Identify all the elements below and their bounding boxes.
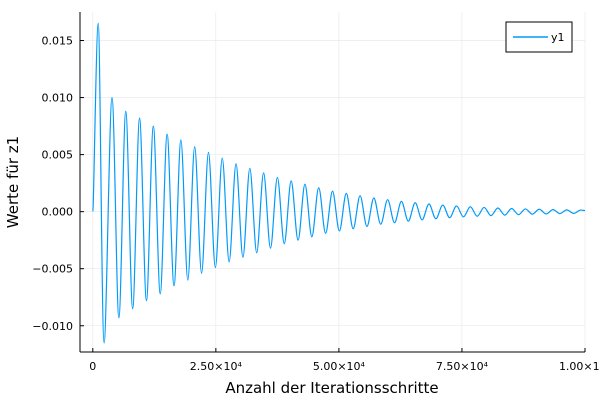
y-ticks: −0.010 −0.005 0.000 0.005 0.010 0.015 bbox=[32, 35, 84, 333]
legend-label: y1 bbox=[551, 31, 565, 44]
y-tick-label: −0.010 bbox=[32, 320, 73, 333]
x-axis-title: Anzahl der Iterationsschritte bbox=[225, 379, 438, 397]
x-ticks: 0 2.50×10⁴ 5.00×10⁴ 7.50×10⁴ 1.00×10⁵ bbox=[89, 348, 600, 373]
axes bbox=[79, 12, 585, 353]
y-tick-label: 0.015 bbox=[42, 35, 74, 48]
x-tick-label: 2.50×10⁴ bbox=[190, 360, 243, 373]
legend: y1 bbox=[505, 21, 573, 53]
x-tick-label: 1.00×10⁵ bbox=[559, 360, 600, 373]
series-layer bbox=[92, 22, 586, 344]
x-tick-label: 0 bbox=[89, 360, 96, 373]
y-axis-title: Werte für z1 bbox=[4, 136, 22, 228]
y-tick-label: −0.005 bbox=[32, 263, 73, 276]
x-tick-label: 7.50×10⁴ bbox=[436, 360, 489, 373]
y-tick-label: 0.000 bbox=[42, 206, 74, 219]
series-line-y1 bbox=[92, 22, 586, 344]
y-tick-label: 0.005 bbox=[42, 149, 74, 162]
grid-lines bbox=[80, 12, 586, 352]
x-tick-label: 5.00×10⁴ bbox=[313, 360, 366, 373]
y-tick-label: 0.010 bbox=[42, 92, 74, 105]
